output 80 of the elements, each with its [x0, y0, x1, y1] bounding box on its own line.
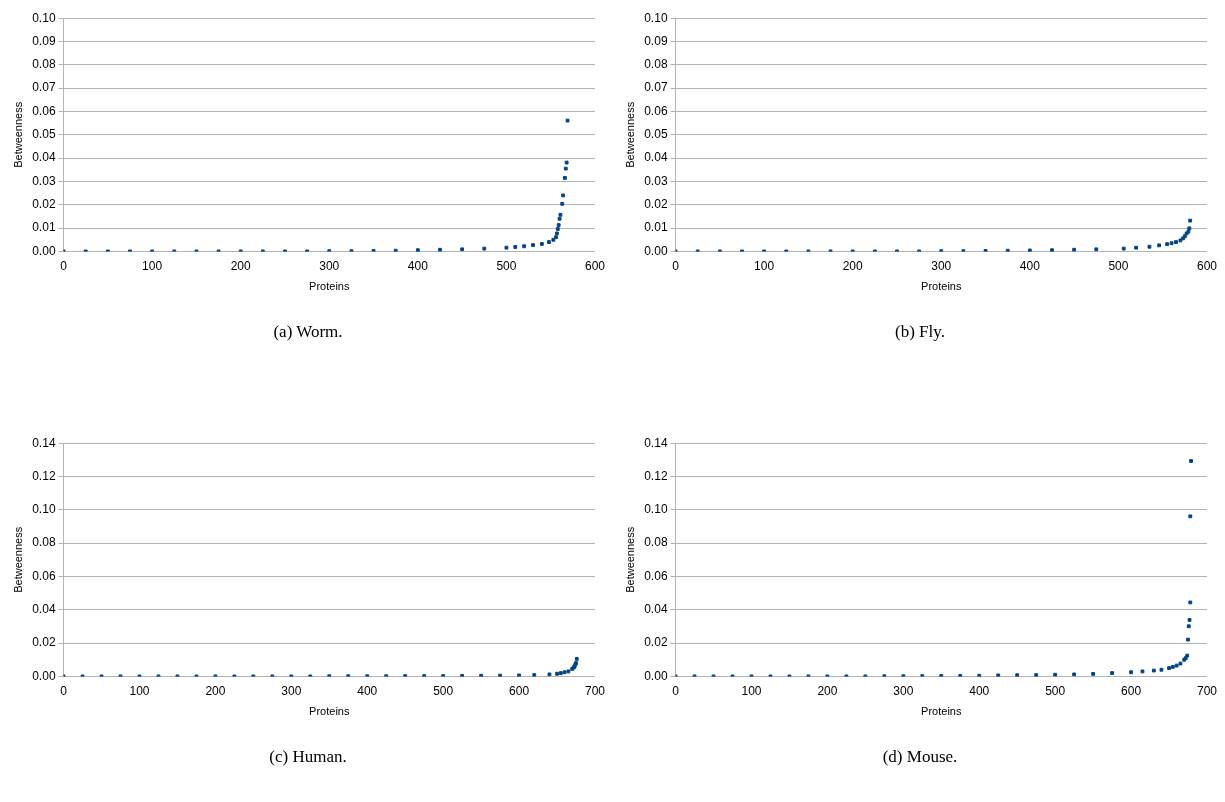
- x-tick-label: 500: [1108, 258, 1129, 273]
- x-tick-label: 700: [584, 683, 606, 698]
- y-tick-label: 0.08: [32, 535, 56, 550]
- text: (c) Human.: [268, 747, 348, 767]
- y-tick-label: 0.14: [644, 435, 668, 450]
- y-tick-label: 0.08: [32, 57, 56, 72]
- x-tick-label: 200: [205, 683, 226, 698]
- x-tick-label: 100: [142, 258, 163, 273]
- y-tick-label: 0.08: [644, 57, 668, 72]
- x-axis-title: Proteins: [921, 280, 962, 293]
- y-tick-label: 0.06: [32, 103, 56, 118]
- text: (a) Worm.: [272, 322, 344, 342]
- y-tick-label: 0.04: [644, 602, 668, 617]
- x-tick-label: 300: [319, 258, 340, 273]
- x-tick-label: 600: [1121, 683, 1142, 698]
- y-tick-label: 0.10: [644, 10, 668, 25]
- y-tick-label: 0.02: [644, 635, 668, 650]
- y-tick-label: 0.00: [32, 668, 56, 683]
- x-axis-title: Proteins: [309, 280, 350, 293]
- x-tick-label: 0: [672, 258, 680, 273]
- y-tick-label: 0.14: [32, 435, 56, 450]
- y-tick-label: 0.06: [644, 103, 668, 118]
- y-tick-label: 0.10: [644, 502, 668, 517]
- x-tick-label: 400: [407, 258, 429, 273]
- x-axis-title: Proteins: [309, 705, 350, 718]
- x-tick-label: 600: [509, 683, 530, 698]
- x-tick-label: 400: [357, 683, 378, 698]
- y-tick-label: 0.00: [32, 243, 56, 258]
- y-tick-label: 0.01: [644, 220, 668, 235]
- x-tick-label: 300: [893, 683, 914, 698]
- x-tick-label: 0: [672, 683, 680, 698]
- y-tick-label: 0.00: [644, 243, 668, 258]
- y-tick-label: 0.03: [32, 173, 56, 188]
- x-tick-label: 500: [1045, 683, 1066, 698]
- y-axis-title: Betweenness: [623, 101, 636, 168]
- y-tick-label: 0.12: [644, 468, 668, 483]
- x-tick-label: 100: [741, 683, 762, 698]
- y-tick-label: 0.04: [32, 602, 56, 617]
- x-tick-label: 200: [817, 683, 838, 698]
- x-tick-label: 0: [60, 258, 68, 273]
- y-tick-label: 0.02: [32, 197, 56, 212]
- y-axis-title: Betweenness: [623, 526, 636, 593]
- y-tick-label: 0.12: [32, 468, 56, 483]
- y-tick-label: 0.06: [32, 568, 56, 583]
- y-tick-label: 0.04: [32, 150, 56, 165]
- x-tick-label: 100: [129, 683, 150, 698]
- y-tick-label: 0.07: [644, 80, 668, 95]
- x-tick-label: 300: [281, 683, 302, 698]
- x-tick-label: 600: [584, 258, 606, 273]
- x-tick-label: 400: [1019, 258, 1041, 273]
- y-tick-label: 0.05: [32, 127, 56, 142]
- y-tick-label: 0.09: [32, 33, 56, 48]
- y-tick-label: 0.02: [644, 197, 668, 212]
- x-tick-label: 400: [969, 683, 990, 698]
- y-tick-label: 0.05: [644, 127, 668, 142]
- y-tick-label: 0.08: [644, 535, 668, 550]
- y-tick-label: 0.02: [32, 635, 56, 650]
- y-tick-label: 0.04: [644, 150, 668, 165]
- text: (d) Mouse.: [881, 747, 959, 767]
- y-tick-label: 0.07: [32, 80, 56, 95]
- x-tick-label: 500: [433, 683, 454, 698]
- text: (b) Fly.: [894, 322, 946, 342]
- y-tick-label: 0.00: [644, 668, 668, 683]
- y-tick-label: 0.09: [644, 33, 668, 48]
- y-tick-label: 0.01: [32, 220, 56, 235]
- y-axis-title: Betweenness: [11, 101, 24, 168]
- x-axis-title: Proteins: [921, 705, 962, 718]
- y-axis-title: Betweenness: [11, 526, 24, 593]
- x-tick-label: 700: [1196, 683, 1218, 698]
- x-tick-label: 200: [230, 258, 252, 273]
- x-tick-label: 500: [496, 258, 517, 273]
- y-tick-label: 0.06: [644, 568, 668, 583]
- y-tick-label: 0.03: [644, 173, 668, 188]
- x-tick-label: 600: [1196, 258, 1218, 273]
- y-tick-label: 0.10: [32, 10, 56, 25]
- x-tick-label: 200: [842, 258, 864, 273]
- x-tick-label: 0: [60, 683, 68, 698]
- x-tick-label: 100: [754, 258, 775, 273]
- x-tick-label: 300: [931, 258, 952, 273]
- y-tick-label: 0.10: [32, 502, 56, 517]
